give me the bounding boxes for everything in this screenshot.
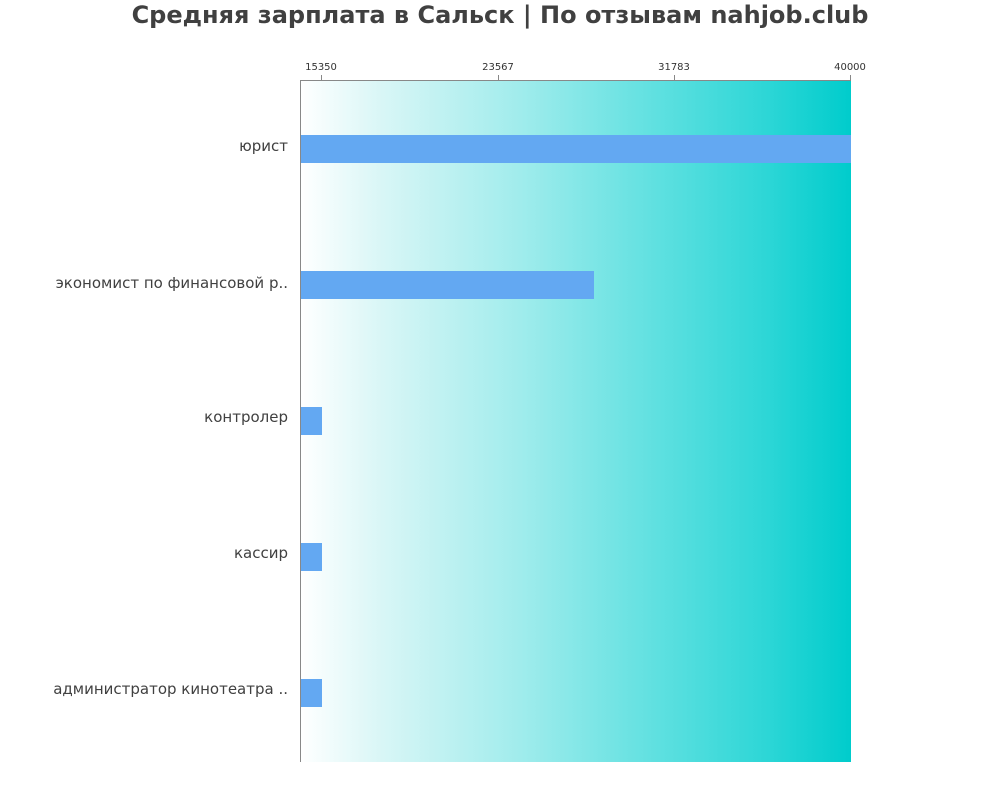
bar xyxy=(301,679,322,707)
x-tick-label: 40000 xyxy=(834,62,866,73)
category-label: кассир xyxy=(233,544,288,562)
bar xyxy=(301,407,322,435)
category-label: контролер xyxy=(204,408,288,426)
bar xyxy=(301,271,594,299)
category-label: экономист по финансовой р.. xyxy=(55,274,288,292)
x-tick-label: 15350 xyxy=(305,62,337,73)
x-tick-mark xyxy=(674,75,675,80)
x-tick-mark xyxy=(321,75,322,80)
x-tick-mark xyxy=(498,75,499,80)
chart-title: Средняя зарплата в Сальск | По отзывам n… xyxy=(131,1,869,29)
y-axis-line xyxy=(300,80,301,762)
category-label: администратор кинотеатра .. xyxy=(53,680,288,698)
bar xyxy=(301,135,851,163)
category-label: юрист xyxy=(239,137,288,155)
plot-area xyxy=(300,80,851,762)
bar xyxy=(301,543,322,571)
x-tick-mark xyxy=(850,75,851,80)
x-tick-label: 23567 xyxy=(482,62,514,73)
x-axis-line xyxy=(300,80,851,81)
x-tick-label: 31783 xyxy=(658,62,690,73)
